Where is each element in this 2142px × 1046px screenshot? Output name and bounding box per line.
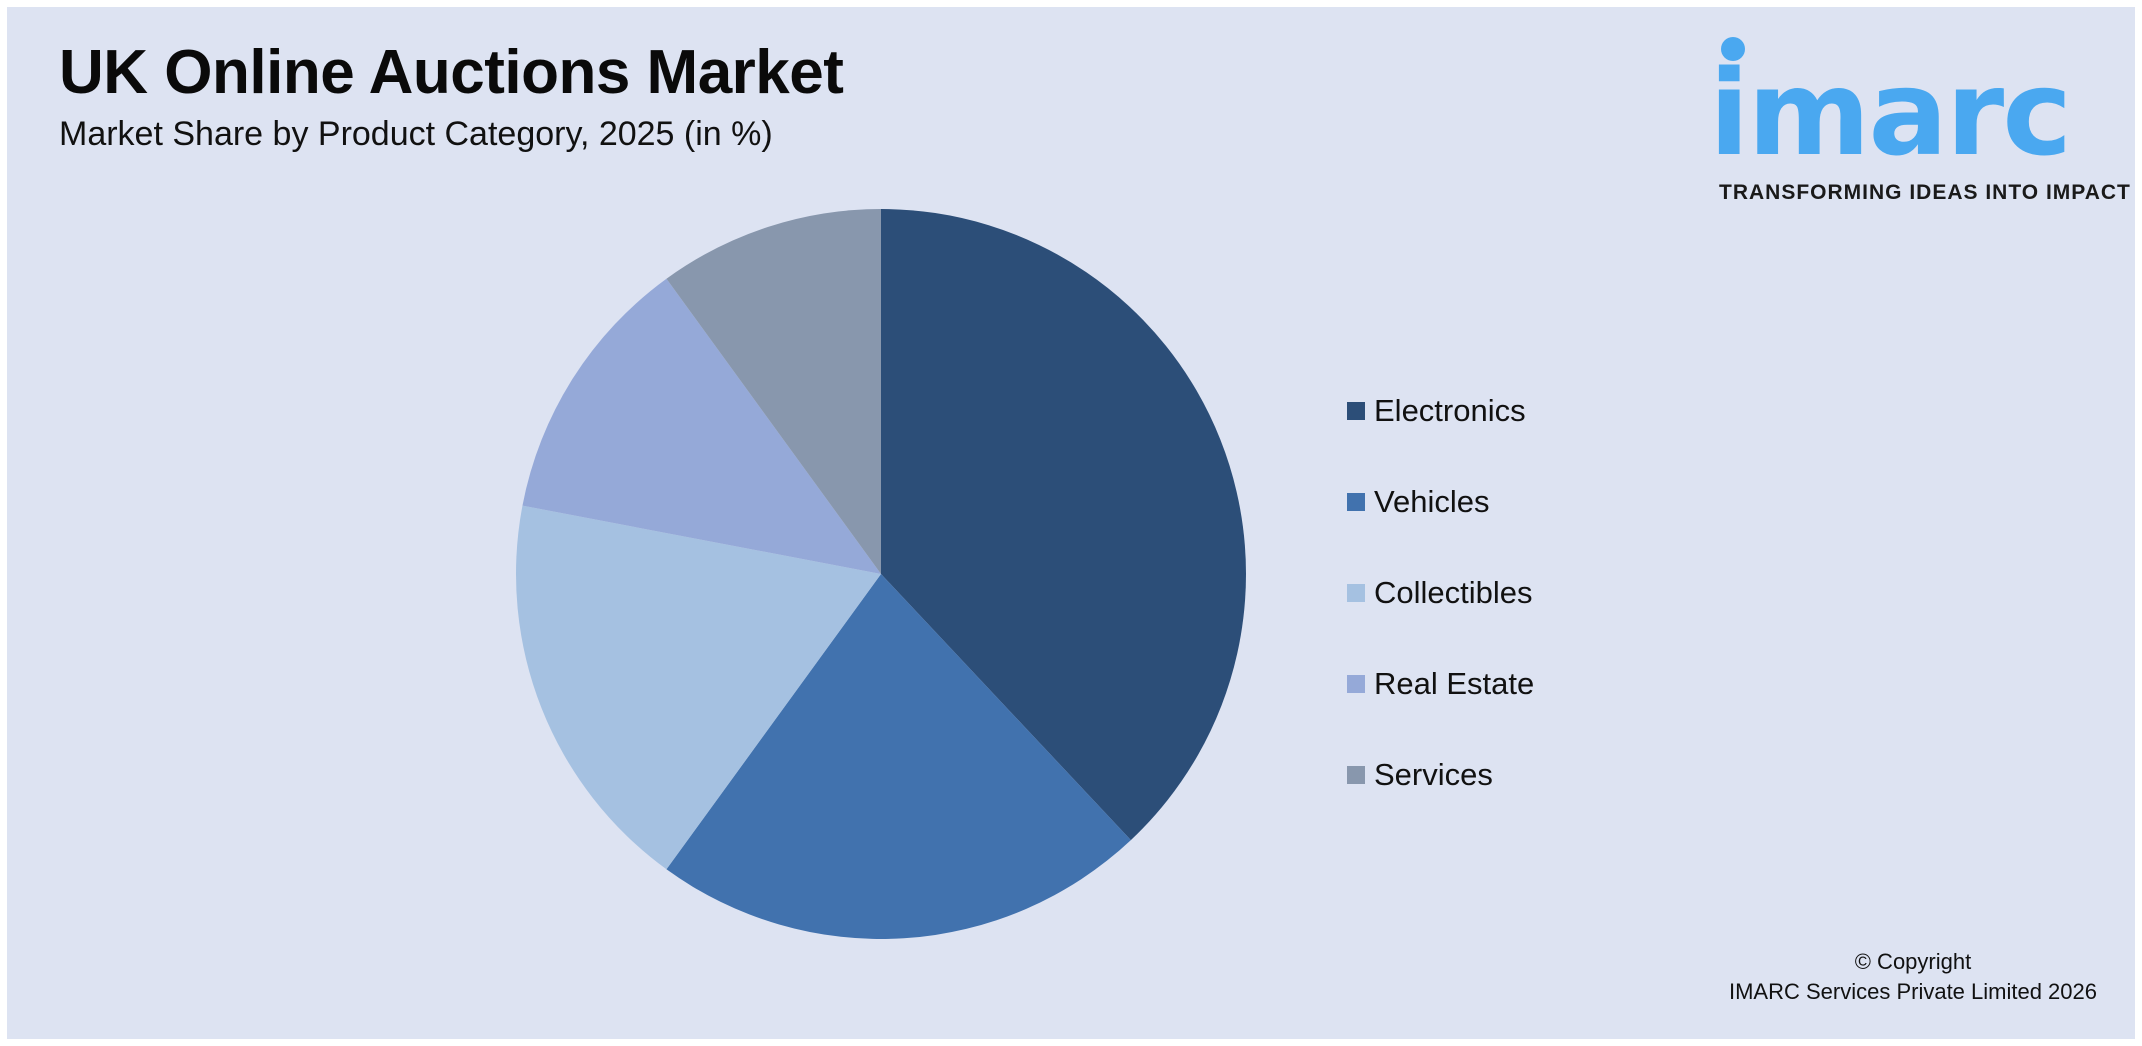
chart-canvas: UK Online Auctions Market Market Share b… — [7, 7, 2135, 1039]
legend-swatch-icon — [1347, 674, 1365, 693]
legend-label: Electronics — [1374, 392, 1526, 428]
legend-swatch-icon — [1347, 583, 1365, 602]
imarc-logo: imarc TRANSFORMING IDEAS INTO IMPACT — [1711, 29, 2131, 209]
legend-label: Services — [1374, 756, 1493, 792]
legend-item-vehicles: Vehicles — [1347, 456, 1534, 547]
svg-text:imarc: imarc — [1711, 44, 2070, 179]
legend-item-real-estate: Real Estate — [1347, 638, 1534, 729]
legend-swatch-icon — [1347, 765, 1365, 784]
legend-item-collectibles: Collectibles — [1347, 547, 1534, 638]
pie-slice-collectibles — [516, 505, 881, 870]
legend-swatch-icon — [1347, 492, 1365, 511]
legend-label: Real Estate — [1374, 665, 1535, 701]
copyright-notice: © Copyright IMARC Services Private Limit… — [1729, 947, 2097, 1007]
copyright-line-2: IMARC Services Private Limited 2026 — [1728, 979, 2097, 1004]
legend-item-services: Services — [1347, 729, 1534, 820]
pie-slice-electronics — [881, 209, 1246, 841]
chart-subtitle: Market Share by Product Category, 2025 (… — [59, 115, 773, 153]
chart-title: UK Online Auctions Market — [59, 38, 844, 107]
chart-legend: Electronics Vehicles Collectibles Real E… — [1347, 365, 1534, 820]
legend-swatch-icon — [1347, 401, 1365, 420]
legend-label: Vehicles — [1374, 483, 1490, 519]
imarc-wordmark-icon: imarc — [1711, 37, 2072, 179]
pie-slice-vehicles — [666, 574, 1131, 939]
legend-item-electronics: Electronics — [1347, 365, 1534, 456]
pie-slice-services — [666, 209, 881, 574]
logo-tagline: TRANSFORMING IDEAS INTO IMPACT — [1719, 181, 2131, 204]
pie-slice-real-estate — [522, 278, 881, 574]
pie-chart — [516, 209, 1246, 939]
copyright-line-1: © Copyright — [1854, 949, 1972, 974]
legend-label: Collectibles — [1374, 574, 1533, 610]
